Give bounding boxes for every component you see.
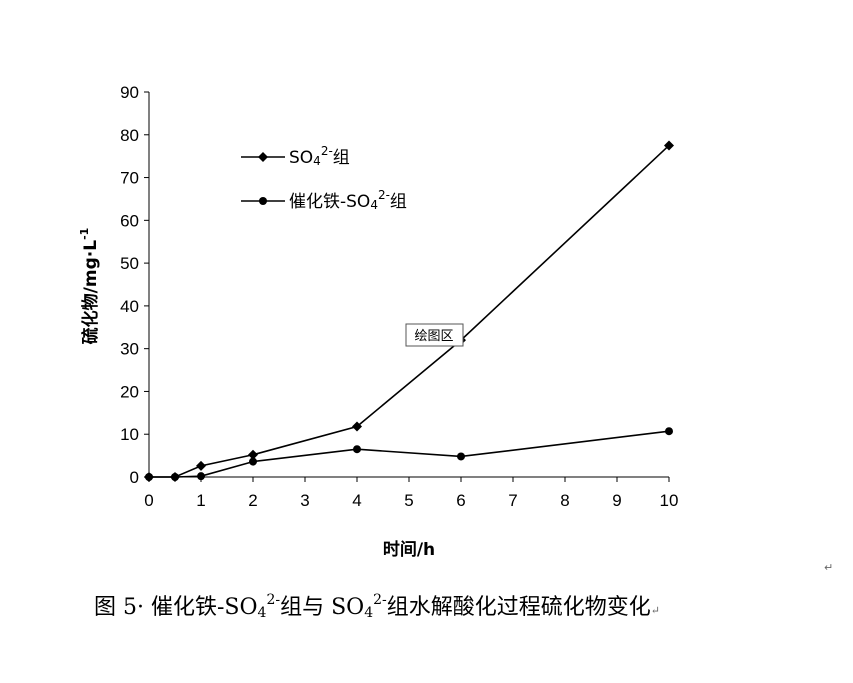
legend-marker-1 bbox=[258, 152, 268, 162]
tooltip-label: 绘图区 bbox=[414, 329, 453, 344]
series-1-point bbox=[248, 449, 258, 460]
y-tick-label: 70 bbox=[120, 169, 139, 188]
x-tick-label: 2 bbox=[248, 491, 257, 510]
x-tick-label: 9 bbox=[612, 491, 621, 510]
y-axis-title-sup: -1 bbox=[78, 228, 91, 240]
caption-sup-1: 2- bbox=[266, 592, 280, 608]
series-1-point bbox=[196, 460, 206, 471]
y-tick-label: 80 bbox=[120, 126, 139, 145]
series-2-point bbox=[249, 457, 257, 466]
figure-caption: 图 5· 催化铁-SO42-组与 SO42-组水解酸化过程硫化物变化↵ bbox=[94, 592, 660, 621]
legend: SO42-组 催化铁-SO42-组 bbox=[241, 144, 407, 212]
series-1-line bbox=[149, 144, 670, 478]
paragraph-mark-caption: ↵ bbox=[651, 604, 660, 617]
x-tick-label: 0 bbox=[144, 491, 153, 510]
x-tick-label: 10 bbox=[660, 491, 679, 510]
y-axis-title: 硫化物/mg·L-1 bbox=[78, 228, 101, 345]
series-2-point bbox=[197, 472, 205, 481]
series-1-point bbox=[664, 140, 674, 151]
legend-label-2: 催化铁-SO42-组 bbox=[289, 188, 407, 212]
series-2-point bbox=[353, 445, 361, 454]
caption-sub-1: 4 bbox=[258, 605, 267, 621]
x-axis-title: 时间/h bbox=[383, 539, 435, 560]
y-tick-label: 60 bbox=[120, 211, 139, 230]
caption-part-3: 组水解酸化过程硫化物变化 bbox=[387, 595, 651, 620]
legend-label-1-prefix: SO bbox=[289, 148, 313, 168]
legend-label-1: SO42-组 bbox=[289, 144, 350, 168]
y-ticks: 0 10 20 30 40 50 60 70 80 90 bbox=[120, 83, 149, 487]
series-1 bbox=[144, 140, 674, 482]
x-tick-label: 6 bbox=[456, 491, 465, 510]
series-layer bbox=[144, 140, 674, 482]
legend-label-2-sup: 2- bbox=[378, 188, 390, 202]
y-tick-label: 20 bbox=[120, 382, 139, 401]
legend-label-2-suffix: 组 bbox=[390, 192, 407, 212]
legend-label-2-sub: 4 bbox=[370, 198, 378, 212]
series-2-point bbox=[145, 473, 153, 481]
x-tick-label: 7 bbox=[508, 491, 517, 510]
series-2-line bbox=[149, 430, 670, 478]
tooltip-box bbox=[405, 323, 464, 347]
legend-label-1-suffix: 组 bbox=[333, 148, 350, 168]
legend-marker-2 bbox=[259, 197, 267, 205]
y-tick-label: 50 bbox=[120, 254, 139, 273]
x-tick-label: 3 bbox=[300, 491, 309, 510]
legend-entry-1: SO42-组 bbox=[241, 144, 350, 168]
caption-part-2: 组与 SO bbox=[280, 595, 364, 620]
y-tick-label: 90 bbox=[120, 83, 139, 102]
x-ticks: 0 1 2 3 4 5 6 7 8 9 10 bbox=[144, 477, 678, 510]
legend-label-1-sup: 2- bbox=[321, 144, 333, 158]
series-2-point bbox=[665, 427, 673, 436]
y-tick-label: 0 bbox=[130, 468, 139, 487]
x-tick-label: 8 bbox=[560, 491, 569, 510]
caption-part-1: 图 5· 催化铁-SO bbox=[94, 595, 258, 620]
caption-sup-2: 2- bbox=[373, 592, 387, 608]
legend-label-1-sub: 4 bbox=[313, 154, 321, 168]
y-tick-label: 30 bbox=[120, 340, 139, 359]
y-axis-title-main: 硫化物/mg·L bbox=[80, 240, 101, 345]
y-tick-label: 10 bbox=[120, 425, 139, 444]
y-tick-label: 40 bbox=[120, 297, 139, 316]
paragraph-mark-top: ↵ bbox=[824, 561, 833, 574]
series-1-point bbox=[352, 421, 362, 432]
plot-area-tooltip: 绘图区 bbox=[405, 323, 464, 347]
x-tick-label: 5 bbox=[404, 491, 413, 510]
legend-label-2-prefix: 催化铁-SO bbox=[289, 192, 370, 212]
chart-axes: 0 10 20 30 40 50 60 70 80 90 0 1 2 3 4 5 6 7 8 9 10 bbox=[120, 83, 678, 510]
caption-sub-2: 4 bbox=[364, 605, 373, 621]
series-2-point bbox=[457, 452, 465, 461]
x-tick-label: 1 bbox=[196, 491, 205, 510]
x-tick-label: 4 bbox=[352, 491, 361, 510]
series-2 bbox=[145, 427, 673, 481]
series-2-point bbox=[171, 473, 179, 481]
legend-entry-2: 催化铁-SO42-组 bbox=[241, 188, 407, 212]
